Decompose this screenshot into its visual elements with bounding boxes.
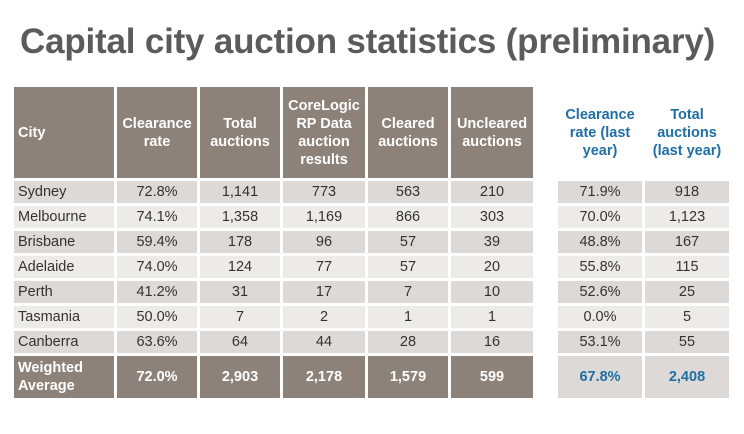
cell-city: Melbourne [14, 206, 114, 228]
header-total-last-year: Total auctions (last year) [645, 87, 729, 178]
cell-total-last-year: 5 [645, 306, 729, 328]
cell-city: Brisbane [14, 231, 114, 253]
cell-uncleared: 20 [451, 256, 533, 278]
cell-total-last-year: 55 [645, 331, 729, 353]
average-clearance-last-year: 67.8% [558, 356, 642, 398]
cell-total-last-year: 115 [645, 256, 729, 278]
cell-clearance-rate: 74.0% [117, 256, 197, 278]
header-rp-results: CoreLogic RP Data auction results [283, 87, 365, 178]
average-clearance-rate: 72.0% [117, 356, 197, 398]
cell-clearance-last-year: 0.0% [558, 306, 642, 328]
header-clearance-last-year: Clearance rate (last year) [558, 87, 642, 178]
last-year-row: 53.1% 55 [558, 331, 729, 353]
last-year-row: 70.0% 1,123 [558, 206, 729, 228]
cell-city: Canberra [14, 331, 114, 353]
cell-uncleared: 1 [451, 306, 533, 328]
average-total-last-year: 2,408 [645, 356, 729, 398]
table-row: Brisbane 59.4% 178 96 57 39 [14, 231, 533, 253]
cell-rp-results: 1,169 [283, 206, 365, 228]
cell-uncleared: 10 [451, 281, 533, 303]
cell-clearance-rate: 41.2% [117, 281, 197, 303]
cell-clearance-last-year: 53.1% [558, 331, 642, 353]
cell-uncleared: 39 [451, 231, 533, 253]
table-row: Adelaide 74.0% 124 77 57 20 [14, 256, 533, 278]
cell-clearance-last-year: 48.8% [558, 231, 642, 253]
page-title: Capital city auction statistics (prelimi… [20, 22, 716, 61]
cell-rp-results: 773 [283, 181, 365, 203]
last-year-row: 71.9% 918 [558, 181, 729, 203]
header-uncleared: Uncleared auctions [451, 87, 533, 178]
cell-total-auctions: 7 [200, 306, 280, 328]
cell-rp-results: 77 [283, 256, 365, 278]
cell-cleared: 57 [368, 231, 448, 253]
cell-uncleared: 303 [451, 206, 533, 228]
table-row: Canberra 63.6% 64 44 28 16 [14, 331, 533, 353]
last-year-body: 71.9% 918 70.0% 1,123 48.8% 167 55.8% 115 52.6% 2… [558, 181, 729, 353]
table-row: Tasmania 50.0% 7 2 1 1 [14, 306, 533, 328]
cell-cleared: 1 [368, 306, 448, 328]
cell-city: Perth [14, 281, 114, 303]
table-row: Sydney 72.8% 1,141 773 563 210 [14, 181, 533, 203]
cell-total-auctions: 178 [200, 231, 280, 253]
cell-city: Tasmania [14, 306, 114, 328]
last-year-row: 52.6% 25 [558, 281, 729, 303]
table-row: Perth 41.2% 31 17 7 10 [14, 281, 533, 303]
average-uncleared: 599 [451, 356, 533, 398]
last-year-header-row: Clearance rate (last year) Total auction… [558, 87, 729, 178]
cell-total-auctions: 1,358 [200, 206, 280, 228]
average-total-auctions: 2,903 [200, 356, 280, 398]
cell-uncleared: 16 [451, 331, 533, 353]
cell-total-last-year: 1,123 [645, 206, 729, 228]
last-year-row: 55.8% 115 [558, 256, 729, 278]
cell-total-last-year: 167 [645, 231, 729, 253]
cell-rp-results: 2 [283, 306, 365, 328]
header-city: City [14, 87, 114, 178]
cell-clearance-rate: 59.4% [117, 231, 197, 253]
cell-rp-results: 96 [283, 231, 365, 253]
cell-clearance-rate: 50.0% [117, 306, 197, 328]
cell-clearance-rate: 74.1% [117, 206, 197, 228]
cell-clearance-last-year: 52.6% [558, 281, 642, 303]
header-cleared: Cleared auctions [368, 87, 448, 178]
cell-clearance-rate: 72.8% [117, 181, 197, 203]
last-year-table: Clearance rate (last year) Total auction… [555, 84, 732, 401]
cell-clearance-last-year: 70.0% [558, 206, 642, 228]
cell-total-auctions: 124 [200, 256, 280, 278]
cell-total-auctions: 64 [200, 331, 280, 353]
last-year-average-row: 67.8% 2,408 [558, 356, 729, 398]
cell-cleared: 7 [368, 281, 448, 303]
last-year-row: 48.8% 167 [558, 231, 729, 253]
header-total-auctions: Total auctions [200, 87, 280, 178]
cell-rp-results: 44 [283, 331, 365, 353]
average-cleared: 1,579 [368, 356, 448, 398]
auction-stats-table: City Clearance rate Total auctions CoreL… [11, 84, 536, 401]
average-rp-results: 2,178 [283, 356, 365, 398]
last-year-row: 0.0% 5 [558, 306, 729, 328]
cell-cleared: 57 [368, 256, 448, 278]
cell-clearance-last-year: 71.9% [558, 181, 642, 203]
cell-uncleared: 210 [451, 181, 533, 203]
header-clearance-rate: Clearance rate [117, 87, 197, 178]
weighted-average-row: Weighted Average 72.0% 2,903 2,178 1,579… [14, 356, 533, 398]
cell-total-auctions: 1,141 [200, 181, 280, 203]
cell-total-auctions: 31 [200, 281, 280, 303]
cell-total-last-year: 918 [645, 181, 729, 203]
cell-clearance-rate: 63.6% [117, 331, 197, 353]
header-row: City Clearance rate Total auctions CoreL… [14, 87, 533, 178]
cell-rp-results: 17 [283, 281, 365, 303]
cell-total-last-year: 25 [645, 281, 729, 303]
cell-cleared: 28 [368, 331, 448, 353]
table-row: Melbourne 74.1% 1,358 1,169 866 303 [14, 206, 533, 228]
cell-clearance-last-year: 55.8% [558, 256, 642, 278]
cell-city: Sydney [14, 181, 114, 203]
cell-city: Adelaide [14, 256, 114, 278]
cell-cleared: 563 [368, 181, 448, 203]
average-city: Weighted Average [14, 356, 114, 398]
cell-cleared: 866 [368, 206, 448, 228]
table-body: Sydney 72.8% 1,141 773 563 210 Melbourne 74.1% 1… [14, 181, 533, 353]
